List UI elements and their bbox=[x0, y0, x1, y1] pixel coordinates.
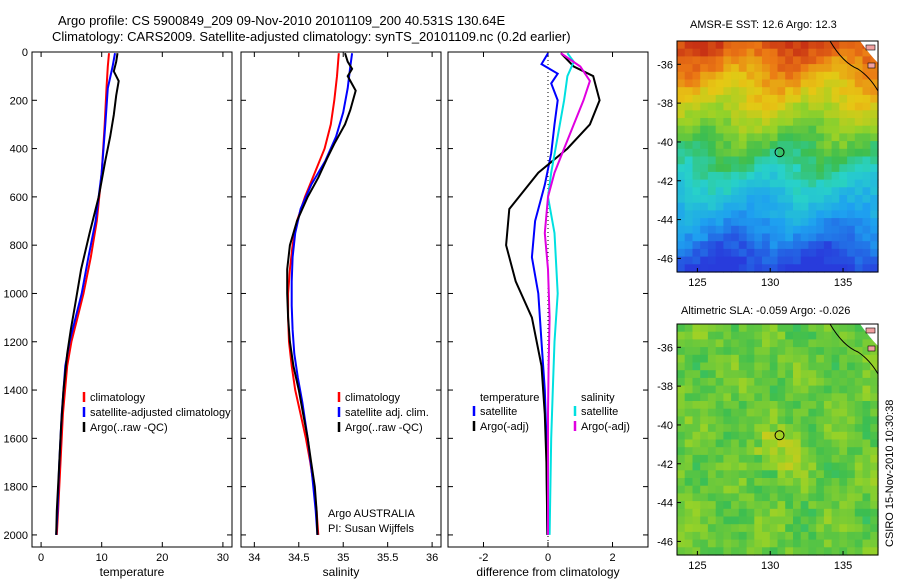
difference-legend-temp-argo-label: Argo(-adj) bbox=[480, 421, 529, 433]
sla-map-frame bbox=[676, 323, 879, 556]
difference-legend-temperature-header: temperature bbox=[480, 392, 539, 404]
salinity-xlabel: salinity bbox=[323, 565, 360, 579]
float-annotation-line1: Argo AUSTRALIA bbox=[328, 508, 415, 520]
sla-map-xtick-label: 135 bbox=[834, 560, 852, 572]
salinity-legend-1-label: satellite adj. clim. bbox=[345, 407, 429, 419]
sst-map-coastline bbox=[829, 40, 879, 92]
series-line-temperature-satellite bbox=[530, 52, 560, 535]
sst-map-field bbox=[677, 41, 879, 273]
sla-map-ytick-label: -44 bbox=[657, 498, 673, 510]
sla-map-xtick-label: 125 bbox=[688, 560, 706, 572]
sst-map-frame bbox=[676, 40, 879, 273]
temperature-xtick-label: 10 bbox=[96, 552, 108, 564]
sst-map-xtick-label: 125 bbox=[688, 277, 706, 289]
temperature-ytick-label: 800 bbox=[10, 240, 28, 252]
difference-legend-temp-sat-label: satellite bbox=[480, 406, 517, 418]
sla-map-island bbox=[867, 345, 876, 352]
salinity-xtick-label: 35.5 bbox=[377, 552, 398, 564]
temperature-xtick-label: 30 bbox=[217, 552, 229, 564]
sst-map-ytick-label: -44 bbox=[657, 215, 673, 227]
temperature-ytick-label: 1000 bbox=[4, 288, 28, 300]
sst-map-island bbox=[867, 62, 876, 69]
figure-title-line2: Climatology: CARS2009. Satellite-adjuste… bbox=[52, 29, 571, 44]
salinity-xtick-label: 34 bbox=[248, 552, 260, 564]
difference-xtick-label: -2 bbox=[479, 552, 489, 564]
sst-map-xtick-label: 130 bbox=[761, 277, 779, 289]
figure-title-line1: Argo profile: CS 5900849_209 09-Nov-2010… bbox=[58, 13, 506, 28]
salinity-plot-area bbox=[240, 51, 442, 548]
salinity-xtick-label: 36 bbox=[426, 552, 438, 564]
temperature-legend-2-label: Argo(..raw -QC) bbox=[90, 422, 168, 434]
sla-map-title: Altimetric SLA: -0.059 Argo: -0.026 bbox=[681, 305, 851, 317]
difference-legend-salinity-header: salinity bbox=[581, 392, 615, 404]
temperature-ytick-label: 600 bbox=[10, 192, 28, 204]
series-line-argo-raw-qc- bbox=[286, 52, 357, 535]
series-line-temperature-argo-adj- bbox=[505, 52, 601, 535]
sst-map-ytick-label: -42 bbox=[657, 176, 673, 188]
series-line-salinity-argo-adj- bbox=[543, 52, 592, 535]
temperature-legend-1-label: satellite-adjusted climatology bbox=[90, 407, 231, 419]
side-credit-label: CSIRO 15-Nov-2010 10:30:38 bbox=[884, 400, 896, 547]
difference-xlabel: difference from climatology bbox=[476, 565, 619, 579]
salinity-xtick-label: 35 bbox=[337, 552, 349, 564]
difference-legend-sal-sat-label: satellite bbox=[581, 406, 618, 418]
salinity-legend-0-label: climatology bbox=[345, 392, 401, 404]
temperature-xtick-label: 20 bbox=[156, 552, 168, 564]
sla-map-ytick-label: -42 bbox=[657, 459, 673, 471]
sla-map-ytick-label: -36 bbox=[657, 342, 673, 354]
temperature-ytick-label: 1800 bbox=[4, 482, 28, 494]
temperature-ytick-label: 2000 bbox=[4, 530, 28, 542]
sst-map-ytick-label: -46 bbox=[657, 253, 673, 265]
salinity-legend-2-label: Argo(..raw -QC) bbox=[345, 422, 423, 434]
sla-map-xtick-label: 130 bbox=[761, 560, 779, 572]
temperature-ytick-label: 1400 bbox=[4, 385, 28, 397]
sst-map-argo-marker bbox=[774, 147, 785, 158]
temperature-ytick-label: 1200 bbox=[4, 337, 28, 349]
sla-map-coastline bbox=[829, 323, 879, 375]
temperature-ytick-label: 1600 bbox=[4, 433, 28, 445]
float-annotation-line2: PI: Susan Wijffels bbox=[328, 523, 414, 535]
salinity-xtick-label: 34.5 bbox=[288, 552, 309, 564]
sla-map-island bbox=[865, 327, 876, 334]
sst-map-ytick-label: -38 bbox=[657, 98, 673, 110]
sst-map-xtick-label: 135 bbox=[834, 277, 852, 289]
difference-xtick-label: 0 bbox=[545, 552, 551, 564]
difference-xtick-label: 2 bbox=[609, 552, 615, 564]
temperature-ytick-label: 0 bbox=[22, 47, 28, 59]
sla-map-ytick-label: -40 bbox=[657, 420, 673, 432]
sst-map-island bbox=[865, 44, 876, 51]
sla-map-argo-marker bbox=[774, 430, 785, 441]
sla-map-ytick-label: -46 bbox=[657, 536, 673, 548]
temperature-xtick-label: 0 bbox=[38, 552, 44, 564]
difference-legend-sal-argo-label: Argo(-adj) bbox=[581, 421, 630, 433]
sla-map-ytick-label: -38 bbox=[657, 381, 673, 393]
temperature-ytick-label: 200 bbox=[10, 95, 28, 107]
temperature-legend-0-label: climatology bbox=[90, 392, 146, 404]
sst-map-ytick-label: -40 bbox=[657, 137, 673, 149]
sla-map-field bbox=[677, 324, 879, 556]
series-line-climatology bbox=[55, 53, 110, 535]
temperature-ytick-label: 400 bbox=[10, 144, 28, 156]
sst-map-ytick-label: -36 bbox=[657, 59, 673, 71]
temperature-xlabel: temperature bbox=[100, 565, 165, 579]
sst-map-title: AMSR-E SST: 12.6 Argo: 12.3 bbox=[690, 19, 837, 31]
series-line-argo-raw-qc- bbox=[55, 53, 120, 535]
temperature-plot-area bbox=[31, 51, 233, 548]
